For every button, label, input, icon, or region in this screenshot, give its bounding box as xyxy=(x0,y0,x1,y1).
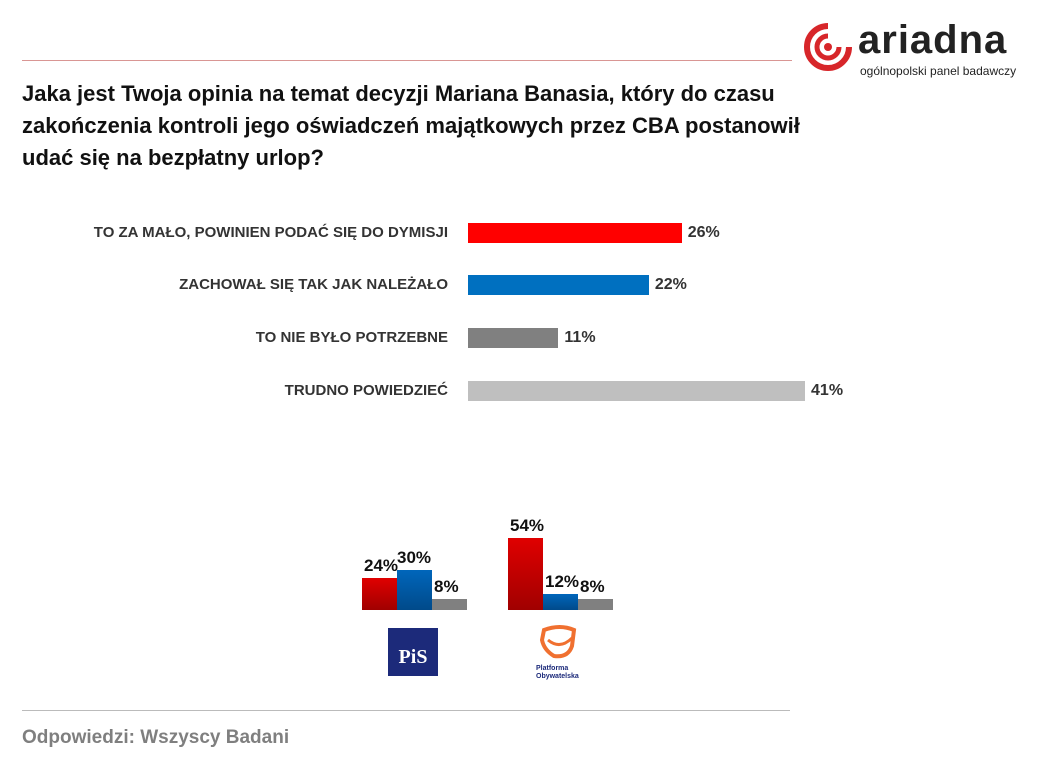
category-label: TO NIE BYŁO POTRZEBNE xyxy=(255,329,448,346)
bar xyxy=(508,538,543,610)
bottom-divider xyxy=(22,710,790,711)
footer-note: Odpowiedzi: Wszyscy Badani xyxy=(22,727,290,748)
po-logo-icon xyxy=(539,625,577,659)
bar xyxy=(468,275,649,295)
data-label: 8% xyxy=(580,577,605,597)
ariadna-logo-icon xyxy=(804,23,852,71)
bar xyxy=(543,594,578,610)
data-label: 30% xyxy=(397,548,432,568)
category-label: TO ZA MAŁO, POWINIEN PODAĆ SIĘ DO DYMISJ… xyxy=(93,224,448,241)
bar xyxy=(468,381,806,401)
data-label: 11% xyxy=(564,329,596,346)
data-label: 26% xyxy=(687,224,720,241)
bar xyxy=(397,570,432,610)
bar xyxy=(578,599,613,610)
data-label: 12% xyxy=(545,572,580,592)
bar xyxy=(432,599,467,610)
question-title: Jaka jest Twoja opinia na temat decyzji … xyxy=(22,81,800,170)
bar xyxy=(468,328,559,348)
top-divider xyxy=(22,60,792,61)
data-label: 24% xyxy=(364,556,399,576)
bar xyxy=(362,578,397,610)
data-label: 22% xyxy=(654,276,687,293)
logo-wordmark: ariadna xyxy=(858,18,1008,62)
po-logo: Platforma Obywatelska xyxy=(530,624,590,680)
category-label: TRUDNO POWIEDZIEĆ xyxy=(284,382,448,399)
category-label: ZACHOWAŁ SIĘ TAK JAK NALEŻAŁO xyxy=(179,276,448,293)
data-label: 54% xyxy=(510,516,545,536)
pis-logo: PiS xyxy=(388,628,438,676)
data-label: 41% xyxy=(811,382,844,399)
data-label: 8% xyxy=(434,577,459,597)
bar xyxy=(468,223,682,243)
logo-tagline: ogólnopolski panel badawczy xyxy=(860,64,1017,78)
